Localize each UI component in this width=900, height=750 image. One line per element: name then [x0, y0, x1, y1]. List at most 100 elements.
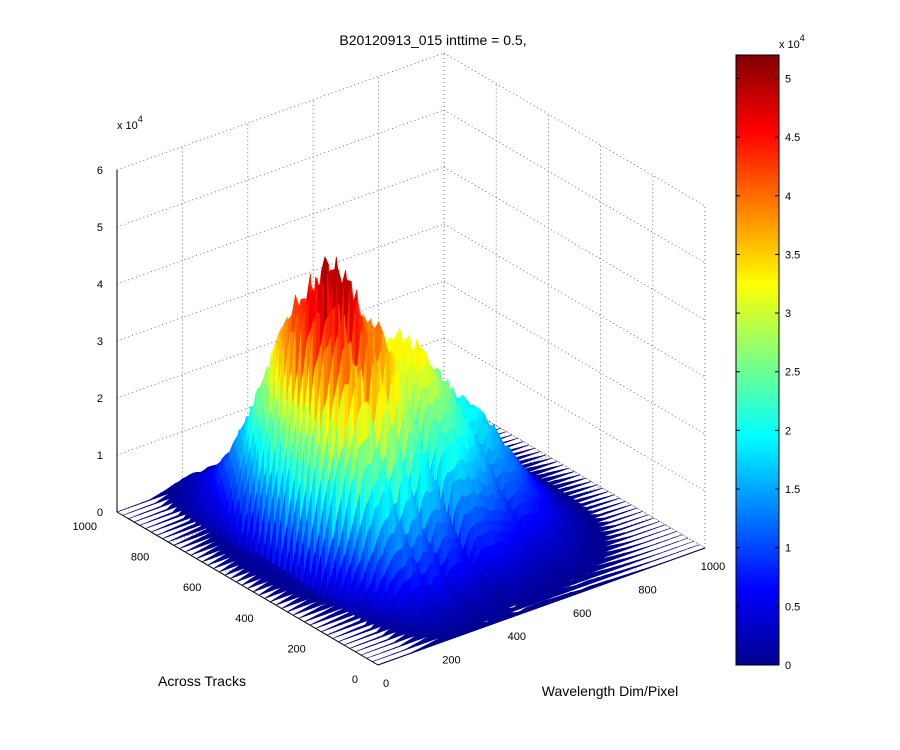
- surface-patch: [529, 453, 534, 456]
- surface-patch: [264, 595, 269, 599]
- surface-patch: [602, 521, 607, 527]
- surface-patch: [658, 535, 663, 539]
- surface-patch: [411, 643, 417, 648]
- surface-patch: [377, 652, 382, 655]
- surface-patch: [663, 529, 668, 532]
- surface-patch: [656, 552, 662, 555]
- surface-patch: [380, 651, 386, 654]
- surface-patch: [657, 525, 662, 528]
- surface-patch: [301, 613, 307, 618]
- surface-patch: [358, 637, 363, 641]
- surface-patch: [652, 532, 657, 535]
- surface-patch: [581, 502, 586, 507]
- surface-patch: [542, 593, 548, 602]
- surface-patch: [386, 654, 391, 657]
- surface-patch: [553, 461, 558, 464]
- surface-patch: [292, 599, 297, 606]
- surface-patch: [677, 550, 682, 553]
- surface-patch: [150, 529, 155, 533]
- surface-patch: [139, 523, 144, 526]
- surface-patch: [524, 599, 529, 608]
- surface-patch: [432, 639, 437, 646]
- surface-patch: [174, 514, 179, 519]
- surface-patch: [177, 510, 182, 518]
- surface-patch: [626, 567, 631, 572]
- surface-patch: [339, 621, 344, 626]
- surface-patch: [263, 581, 269, 589]
- surface-patch: [640, 552, 645, 556]
- surface-patch: [620, 563, 625, 568]
- surface-patch: [137, 518, 142, 522]
- surface-patch: [337, 616, 342, 622]
- surface-patch: [343, 631, 348, 635]
- surface-patch: [557, 469, 562, 473]
- surface-patch: [637, 516, 642, 520]
- surface-patch: [612, 508, 618, 512]
- surface-patch: [127, 506, 132, 509]
- surface-patch: [582, 487, 587, 491]
- surface-patch: [350, 640, 356, 643]
- surface-patch: [120, 508, 125, 512]
- surface-patch: [193, 527, 198, 534]
- surface-patch: [542, 454, 547, 457]
- surface-patch: [598, 487, 603, 490]
- surface-patch: [128, 516, 133, 519]
- surface-patch: [363, 629, 368, 634]
- surface-patch: [352, 633, 357, 637]
- surface-patch: [589, 565, 594, 574]
- surface-patch: [577, 493, 582, 498]
- surface-patch: [344, 625, 350, 630]
- surface-patch: [338, 639, 343, 642]
- surface-patch: [600, 492, 606, 495]
- surface-patch: [159, 510, 164, 514]
- surface-patch: [614, 503, 619, 506]
- surface-patch: [307, 617, 312, 621]
- surface-patch: [530, 604, 535, 611]
- surface-patch: [206, 537, 211, 545]
- surface-patch: [148, 525, 153, 528]
- surface-patch: [639, 521, 644, 524]
- surface-patch: [678, 534, 683, 537]
- surface-patch: [619, 542, 625, 547]
- surface-patch: [644, 561, 649, 565]
- surface-patch: [602, 557, 607, 564]
- surface-patch: [598, 521, 603, 528]
- surface-patch: [172, 520, 177, 525]
- surface-patch: [663, 539, 669, 542]
- surface-patch: [608, 572, 613, 578]
- surface-patch: [628, 524, 633, 528]
- surface-patch: [519, 441, 524, 444]
- surface-patch: [341, 638, 346, 641]
- surface-patch: [647, 539, 652, 543]
- surface-patch: [591, 489, 596, 493]
- surface-patch: [158, 526, 163, 530]
- surface-patch: [222, 553, 227, 561]
- surface-patch: [326, 621, 331, 625]
- surface-patch: [347, 641, 352, 645]
- surface-patch: [220, 561, 225, 567]
- surface-patch: [629, 566, 635, 570]
- surface-patch: [640, 515, 645, 518]
- surface-patch: [560, 587, 566, 595]
- surface-patch: [348, 635, 354, 639]
- surface-patch: [631, 571, 637, 575]
- surface-patch: [618, 548, 623, 553]
- surface-patch: [357, 625, 363, 630]
- surface-patch: [346, 618, 351, 624]
- surface-patch: [197, 548, 202, 554]
- surface-patch: [298, 616, 303, 619]
- surface-patch: [339, 633, 344, 637]
- surface-patch: [631, 549, 636, 554]
- surface-patch: [143, 521, 148, 525]
- surface-patch: [318, 624, 324, 628]
- surface-patch: [651, 549, 656, 552]
- z-tick-label: 5: [97, 222, 103, 234]
- surface-patch: [587, 572, 593, 580]
- surface-patch: [304, 619, 309, 623]
- surface-patch: [667, 548, 673, 551]
- surface-patch: [496, 428, 501, 431]
- y-tick-label: 800: [131, 552, 149, 564]
- surface-patch: [191, 534, 196, 540]
- surface-patch: [376, 641, 382, 645]
- surface-patch: [211, 560, 216, 565]
